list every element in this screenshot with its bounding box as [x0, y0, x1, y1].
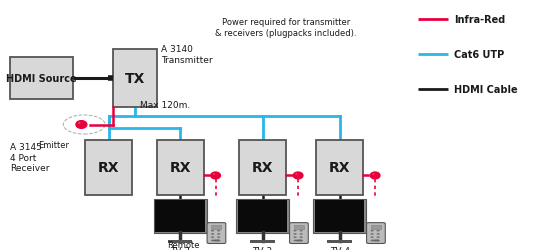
- Ellipse shape: [294, 233, 297, 235]
- Text: Max 120m.: Max 120m.: [140, 101, 190, 110]
- Ellipse shape: [211, 172, 221, 179]
- Text: Power required for transmitter
& receivers (plugpacks included).: Power required for transmitter & receive…: [215, 18, 357, 38]
- Ellipse shape: [376, 240, 380, 242]
- Ellipse shape: [294, 240, 297, 242]
- Ellipse shape: [300, 240, 302, 242]
- Ellipse shape: [211, 230, 214, 232]
- Ellipse shape: [370, 236, 374, 238]
- Text: Cat6 UTP: Cat6 UTP: [454, 50, 504, 60]
- Text: Emitter: Emitter: [38, 140, 69, 149]
- Ellipse shape: [370, 240, 374, 242]
- Ellipse shape: [372, 174, 375, 175]
- FancyBboxPatch shape: [315, 200, 364, 232]
- Text: RX: RX: [98, 160, 119, 174]
- FancyBboxPatch shape: [327, 240, 352, 243]
- Ellipse shape: [217, 230, 220, 232]
- Ellipse shape: [217, 233, 220, 235]
- Ellipse shape: [300, 236, 302, 238]
- Ellipse shape: [376, 230, 380, 232]
- Ellipse shape: [212, 240, 220, 242]
- Ellipse shape: [370, 230, 374, 232]
- FancyBboxPatch shape: [294, 225, 304, 229]
- Text: HDMI Cable: HDMI Cable: [454, 85, 518, 95]
- Ellipse shape: [295, 240, 303, 242]
- Ellipse shape: [217, 240, 220, 242]
- FancyBboxPatch shape: [113, 50, 157, 108]
- Text: HDMI Source: HDMI Source: [6, 74, 77, 84]
- FancyBboxPatch shape: [366, 223, 385, 244]
- FancyBboxPatch shape: [289, 223, 308, 244]
- FancyBboxPatch shape: [207, 223, 226, 244]
- Text: Infra-Red: Infra-Red: [454, 15, 505, 25]
- FancyBboxPatch shape: [10, 58, 73, 100]
- FancyBboxPatch shape: [313, 199, 366, 233]
- Text: TX: TX: [124, 72, 145, 86]
- Ellipse shape: [370, 233, 374, 235]
- Text: TV 2: TV 2: [170, 246, 190, 250]
- Ellipse shape: [300, 230, 302, 232]
- FancyBboxPatch shape: [371, 225, 381, 229]
- FancyBboxPatch shape: [153, 199, 206, 233]
- Text: RX: RX: [329, 160, 350, 174]
- Text: RX: RX: [252, 160, 273, 174]
- Ellipse shape: [376, 233, 380, 235]
- Text: TV 3: TV 3: [252, 246, 273, 250]
- Ellipse shape: [211, 240, 214, 242]
- Ellipse shape: [372, 240, 380, 242]
- FancyBboxPatch shape: [211, 225, 221, 229]
- FancyBboxPatch shape: [250, 240, 275, 243]
- Text: A 3140
Transmitter: A 3140 Transmitter: [161, 45, 212, 64]
- Ellipse shape: [294, 236, 297, 238]
- Ellipse shape: [376, 236, 380, 238]
- Ellipse shape: [78, 123, 81, 124]
- Ellipse shape: [76, 121, 87, 129]
- FancyBboxPatch shape: [155, 200, 205, 232]
- Text: A 3145
4 Port
Receiver: A 3145 4 Port Receiver: [10, 143, 49, 172]
- FancyBboxPatch shape: [85, 140, 132, 195]
- Ellipse shape: [217, 236, 220, 238]
- FancyBboxPatch shape: [236, 199, 289, 233]
- FancyBboxPatch shape: [157, 140, 204, 195]
- Ellipse shape: [211, 233, 214, 235]
- Ellipse shape: [211, 236, 214, 238]
- Ellipse shape: [213, 174, 215, 175]
- FancyBboxPatch shape: [316, 140, 363, 195]
- Ellipse shape: [295, 174, 298, 175]
- Text: RX: RX: [169, 160, 191, 174]
- Text: TV 4: TV 4: [329, 246, 350, 250]
- Text: Remote: Remote: [167, 240, 200, 249]
- Ellipse shape: [300, 233, 302, 235]
- Ellipse shape: [294, 230, 297, 232]
- FancyBboxPatch shape: [168, 240, 192, 243]
- FancyBboxPatch shape: [238, 200, 287, 232]
- Ellipse shape: [370, 172, 380, 179]
- FancyBboxPatch shape: [239, 140, 286, 195]
- Ellipse shape: [293, 172, 303, 179]
